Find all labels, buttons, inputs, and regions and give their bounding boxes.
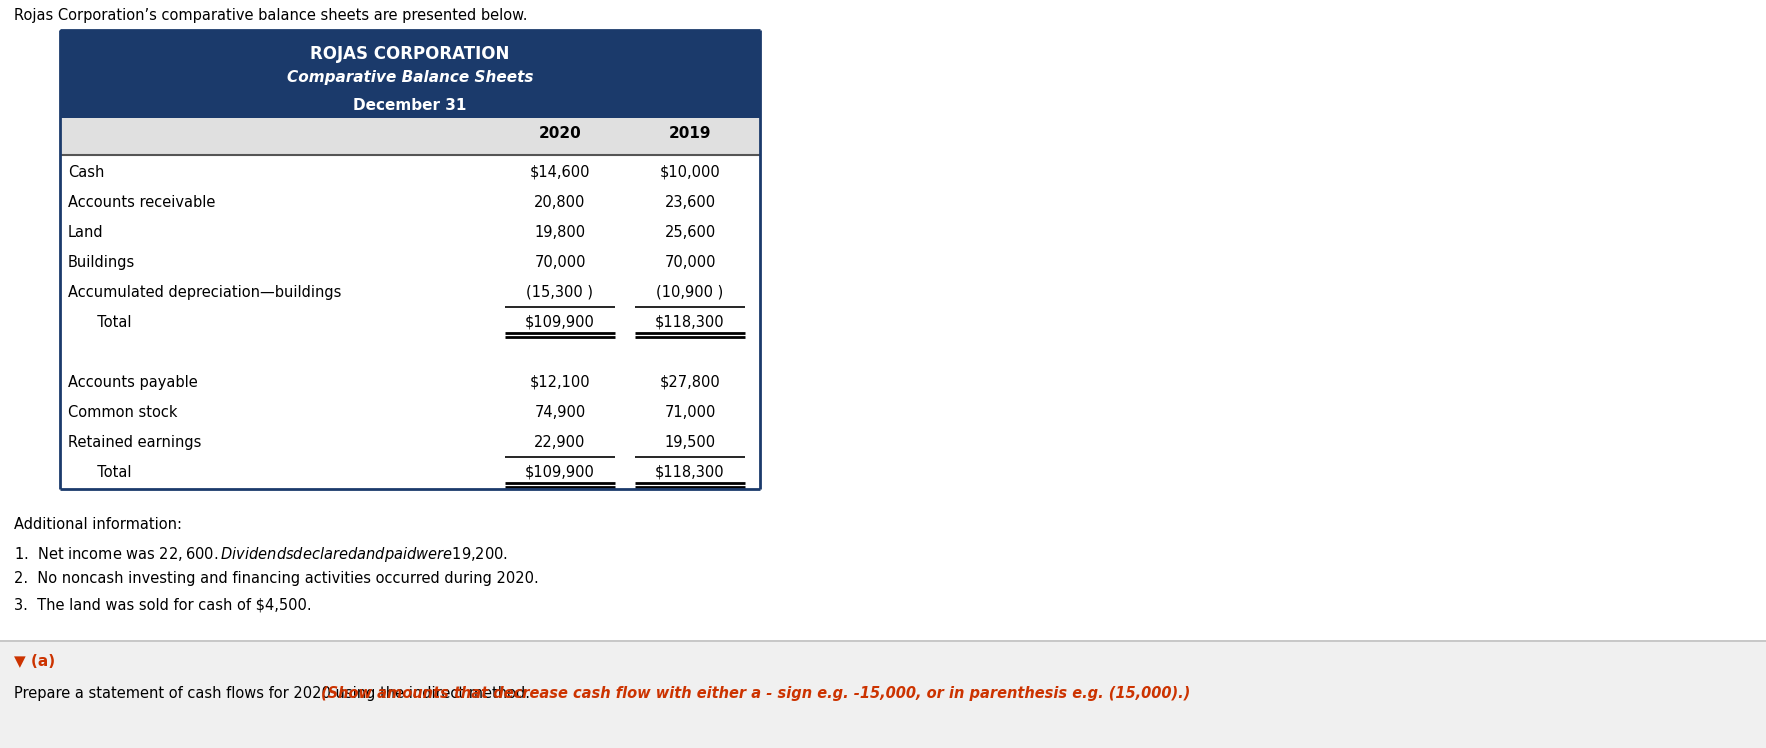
Text: Accumulated depreciation—buildings: Accumulated depreciation—buildings: [69, 284, 341, 299]
Text: Retained earnings: Retained earnings: [69, 435, 201, 450]
Text: 2019: 2019: [669, 126, 712, 141]
Text: Cash: Cash: [69, 165, 104, 180]
Text: Additional information:: Additional information:: [14, 517, 182, 532]
Text: $10,000: $10,000: [660, 165, 721, 180]
Text: $118,300: $118,300: [655, 465, 724, 479]
Text: ROJAS CORPORATION: ROJAS CORPORATION: [311, 45, 510, 63]
Text: 22,900: 22,900: [535, 435, 586, 450]
Text: 23,600: 23,600: [664, 194, 715, 209]
Text: 2020: 2020: [539, 126, 581, 141]
Text: (10,900 ): (10,900 ): [657, 284, 724, 299]
Text: 70,000: 70,000: [664, 254, 715, 269]
Text: Accounts receivable: Accounts receivable: [69, 194, 215, 209]
Text: $12,100: $12,100: [530, 375, 590, 390]
Text: Prepare a statement of cash flows for 2020 using the indirect method.: Prepare a statement of cash flows for 20…: [14, 686, 535, 701]
Text: Total: Total: [88, 314, 131, 330]
Bar: [60, 118, 759, 155]
Text: $118,300: $118,300: [655, 314, 724, 330]
Text: 2.  No noncash investing and financing activities occurred during 2020.: 2. No noncash investing and financing ac…: [14, 571, 539, 586]
Text: 74,900: 74,900: [535, 405, 586, 420]
Text: 20,800: 20,800: [535, 194, 586, 209]
Text: $109,900: $109,900: [525, 314, 595, 330]
Text: 19,800: 19,800: [535, 224, 586, 239]
Text: (Show amounts that decrease cash flow with either a - sign e.g. -15,000, or in p: (Show amounts that decrease cash flow wi…: [321, 686, 1190, 701]
Text: (15,300 ): (15,300 ): [526, 284, 593, 299]
Bar: [0, 640, 1766, 642]
Text: 1.  Net income was $22,600. Dividends declared and paid were $19,200.: 1. Net income was $22,600. Dividends dec…: [14, 545, 509, 564]
Text: December 31: December 31: [353, 98, 466, 113]
Bar: [60, 30, 759, 118]
Text: 25,600: 25,600: [664, 224, 715, 239]
Text: Common stock: Common stock: [69, 405, 178, 420]
Text: Rojas Corporation’s comparative balance sheets are presented below.: Rojas Corporation’s comparative balance …: [14, 8, 528, 23]
Text: Accounts payable: Accounts payable: [69, 375, 198, 390]
Text: Comparative Balance Sheets: Comparative Balance Sheets: [286, 70, 533, 85]
Text: 19,500: 19,500: [664, 435, 715, 450]
Text: 70,000: 70,000: [535, 254, 586, 269]
Text: Total: Total: [88, 465, 131, 479]
Text: $27,800: $27,800: [660, 375, 721, 390]
Text: Land: Land: [69, 224, 104, 239]
Bar: [0, 642, 1766, 748]
Text: 3.  The land was sold for cash of $4,500.: 3. The land was sold for cash of $4,500.: [14, 597, 311, 612]
Text: 71,000: 71,000: [664, 405, 715, 420]
Text: Buildings: Buildings: [69, 254, 136, 269]
Text: $14,600: $14,600: [530, 165, 590, 180]
Text: ▼ (a): ▼ (a): [14, 654, 55, 669]
Text: $109,900: $109,900: [525, 465, 595, 479]
